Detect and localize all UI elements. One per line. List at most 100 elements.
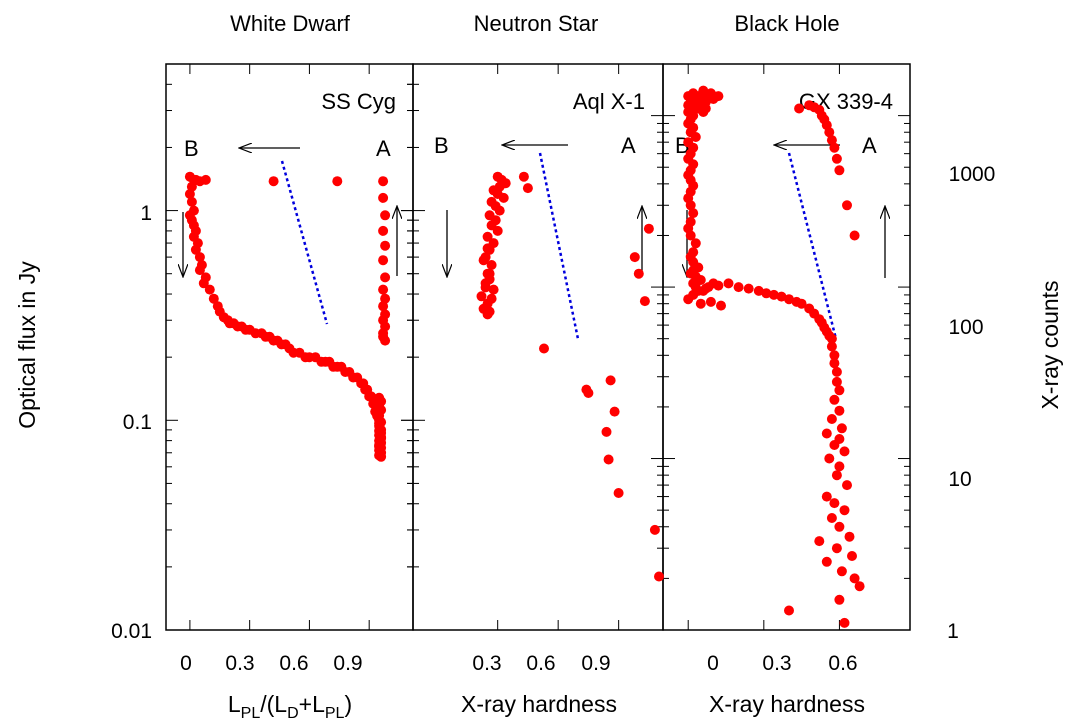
data-point (494, 205, 505, 216)
data-point (518, 171, 529, 182)
p2-dashed-guide (538, 152, 580, 340)
data-point (834, 461, 845, 472)
p1-state-label-b: B (184, 136, 199, 161)
data-point (834, 165, 845, 176)
data-point (374, 392, 385, 403)
p1-state-label-a: A (376, 136, 391, 161)
data-point (374, 425, 385, 436)
data-point (690, 132, 701, 142)
data-point (609, 406, 620, 417)
p3-xlabel: X-ray hardness (709, 691, 865, 717)
data-point (190, 244, 201, 255)
data-point (826, 333, 837, 344)
p3-ytick-label-1: 1 (947, 620, 959, 643)
data-point (723, 278, 734, 289)
data-point (204, 284, 215, 295)
data-point (683, 294, 694, 305)
p3-points (683, 85, 865, 628)
data-point (847, 551, 857, 561)
data-point (824, 127, 835, 138)
data-point (629, 252, 640, 263)
data-point (268, 176, 279, 187)
p2-state-label-b: B (434, 133, 449, 158)
data-point (839, 505, 850, 516)
data-point (826, 513, 837, 523)
data-point (829, 358, 840, 369)
data-point (834, 521, 845, 532)
data-point (824, 453, 835, 464)
data-point (705, 296, 716, 307)
p3-ytick-label-1000: 1000 (949, 163, 996, 186)
data-point (482, 231, 493, 242)
data-point (784, 605, 794, 616)
p3-dashed-guide (787, 152, 838, 340)
data-point (376, 433, 387, 444)
data-point (583, 388, 594, 398)
p1-ytick-label-0.01: 0.01 (111, 620, 152, 643)
data-point (685, 200, 696, 211)
p1-ytick-label-0.1: 0.1 (123, 411, 152, 434)
data-point (776, 291, 787, 302)
data-point (753, 285, 764, 296)
data-point (476, 291, 487, 302)
p1-points (184, 171, 391, 462)
data-point (643, 223, 654, 234)
data-point (378, 284, 389, 295)
data-point (836, 423, 847, 434)
data-point (854, 581, 865, 592)
data-point (603, 454, 614, 465)
data-point (482, 243, 493, 254)
data-point (821, 556, 832, 567)
data-point (374, 441, 385, 452)
data-point (482, 309, 493, 320)
panel3-title: Black Hole (734, 11, 839, 36)
p1-dashed-guide (280, 160, 329, 325)
data-point (194, 265, 205, 276)
data-point (761, 288, 772, 299)
panel2-title: Neutron Star (474, 11, 599, 36)
p2-points (476, 171, 664, 582)
data-point (821, 491, 832, 502)
data-point (768, 289, 779, 300)
data-point (831, 470, 842, 481)
data-point (831, 376, 842, 387)
data-point (716, 300, 726, 311)
data-point (695, 298, 706, 309)
data-point (834, 405, 845, 416)
data-point (184, 189, 195, 199)
data-point (378, 176, 389, 187)
data-point (613, 488, 624, 498)
data-point (601, 426, 612, 437)
data-point (849, 230, 860, 241)
data-point (688, 208, 699, 219)
data-point (649, 524, 660, 535)
data-point (700, 283, 711, 294)
data-point (194, 252, 205, 263)
data-point (831, 153, 842, 164)
p1-xtick-label-0: 0 (180, 652, 192, 675)
data-point (831, 543, 842, 554)
data-point (492, 225, 503, 236)
data-point (380, 293, 391, 304)
axis-ticks (166, 63, 910, 631)
data-point (184, 171, 195, 182)
data-point (186, 196, 197, 207)
data-point (834, 594, 845, 605)
p3-xtick-label-0.3: 0.3 (762, 652, 791, 675)
p1-xtick-label-0.9: 0.9 (333, 652, 362, 675)
data-point (380, 272, 391, 283)
data-point (826, 414, 837, 424)
data-point (713, 91, 724, 102)
data-point (605, 375, 616, 386)
p2-xlabel: X-ray hardness (461, 691, 617, 717)
p3-xtick-label-0.6: 0.6 (828, 652, 857, 675)
data-point (208, 293, 219, 304)
p2-state-label-a: A (621, 133, 636, 158)
data-point (698, 107, 709, 117)
data-point (654, 571, 664, 582)
data-point (829, 394, 840, 405)
data-point (522, 183, 533, 194)
p1-xlabel: LPL/(LD+LPL) (228, 691, 352, 722)
p1-ytick-label-1: 1 (140, 202, 152, 225)
